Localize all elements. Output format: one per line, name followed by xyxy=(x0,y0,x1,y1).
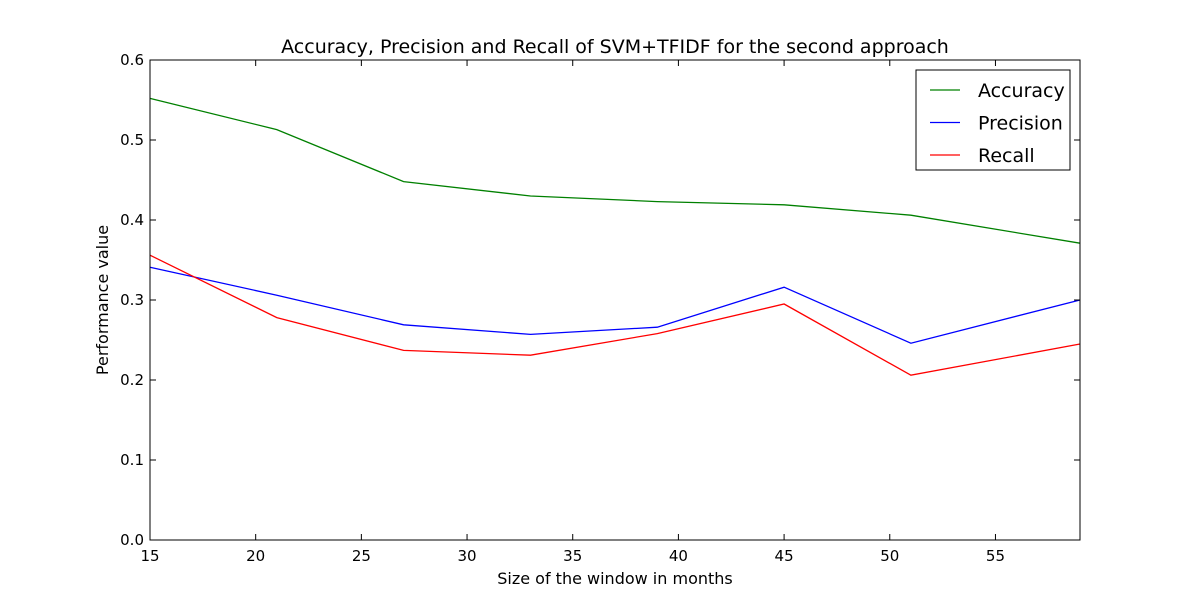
x-tick-label: 35 xyxy=(563,547,582,565)
legend-label-accuracy: Accuracy xyxy=(978,80,1065,102)
x-tick-label: 45 xyxy=(775,547,794,565)
y-tick-label: 0.6 xyxy=(120,51,144,69)
y-tick-label: 0.0 xyxy=(120,531,144,549)
x-tick-label: 55 xyxy=(986,547,1005,565)
chart-title: Accuracy, Precision and Recall of SVM+TF… xyxy=(281,36,949,58)
x-tick-label: 50 xyxy=(880,547,899,565)
series-line-recall xyxy=(149,254,1081,376)
y-tick-label: 0.2 xyxy=(120,371,144,389)
series-line-precision xyxy=(149,266,1081,344)
x-tick-label: 20 xyxy=(246,547,265,565)
series-layer xyxy=(149,97,1081,376)
y-tick-label: 0.3 xyxy=(120,291,144,309)
series-line-accuracy xyxy=(149,97,1081,244)
legend-label-precision: Precision xyxy=(978,113,1063,135)
y-tick-label: 0.1 xyxy=(120,451,144,469)
legend: Accuracy Precision Recall xyxy=(915,69,1071,171)
x-axis-label: Size of the window in months xyxy=(497,569,733,588)
x-tick-label: 40 xyxy=(669,547,688,565)
legend-box xyxy=(915,69,1071,171)
y-tick-label: 0.4 xyxy=(120,211,144,229)
ticks-layer: 15 20 25 30 35 40 45 50 55 0.0 0.1 0.2 0.3 0.4 0.5 0.6 xyxy=(120,51,1080,565)
y-tick-label: 0.5 xyxy=(120,131,144,149)
y-axis-label: Performance value xyxy=(93,225,112,375)
x-tick-label: 15 xyxy=(140,547,159,565)
legend-label-recall: Recall xyxy=(978,145,1035,167)
x-tick-label: 25 xyxy=(352,547,371,565)
x-tick-label: 30 xyxy=(457,547,476,565)
plot-frame xyxy=(149,59,1081,541)
